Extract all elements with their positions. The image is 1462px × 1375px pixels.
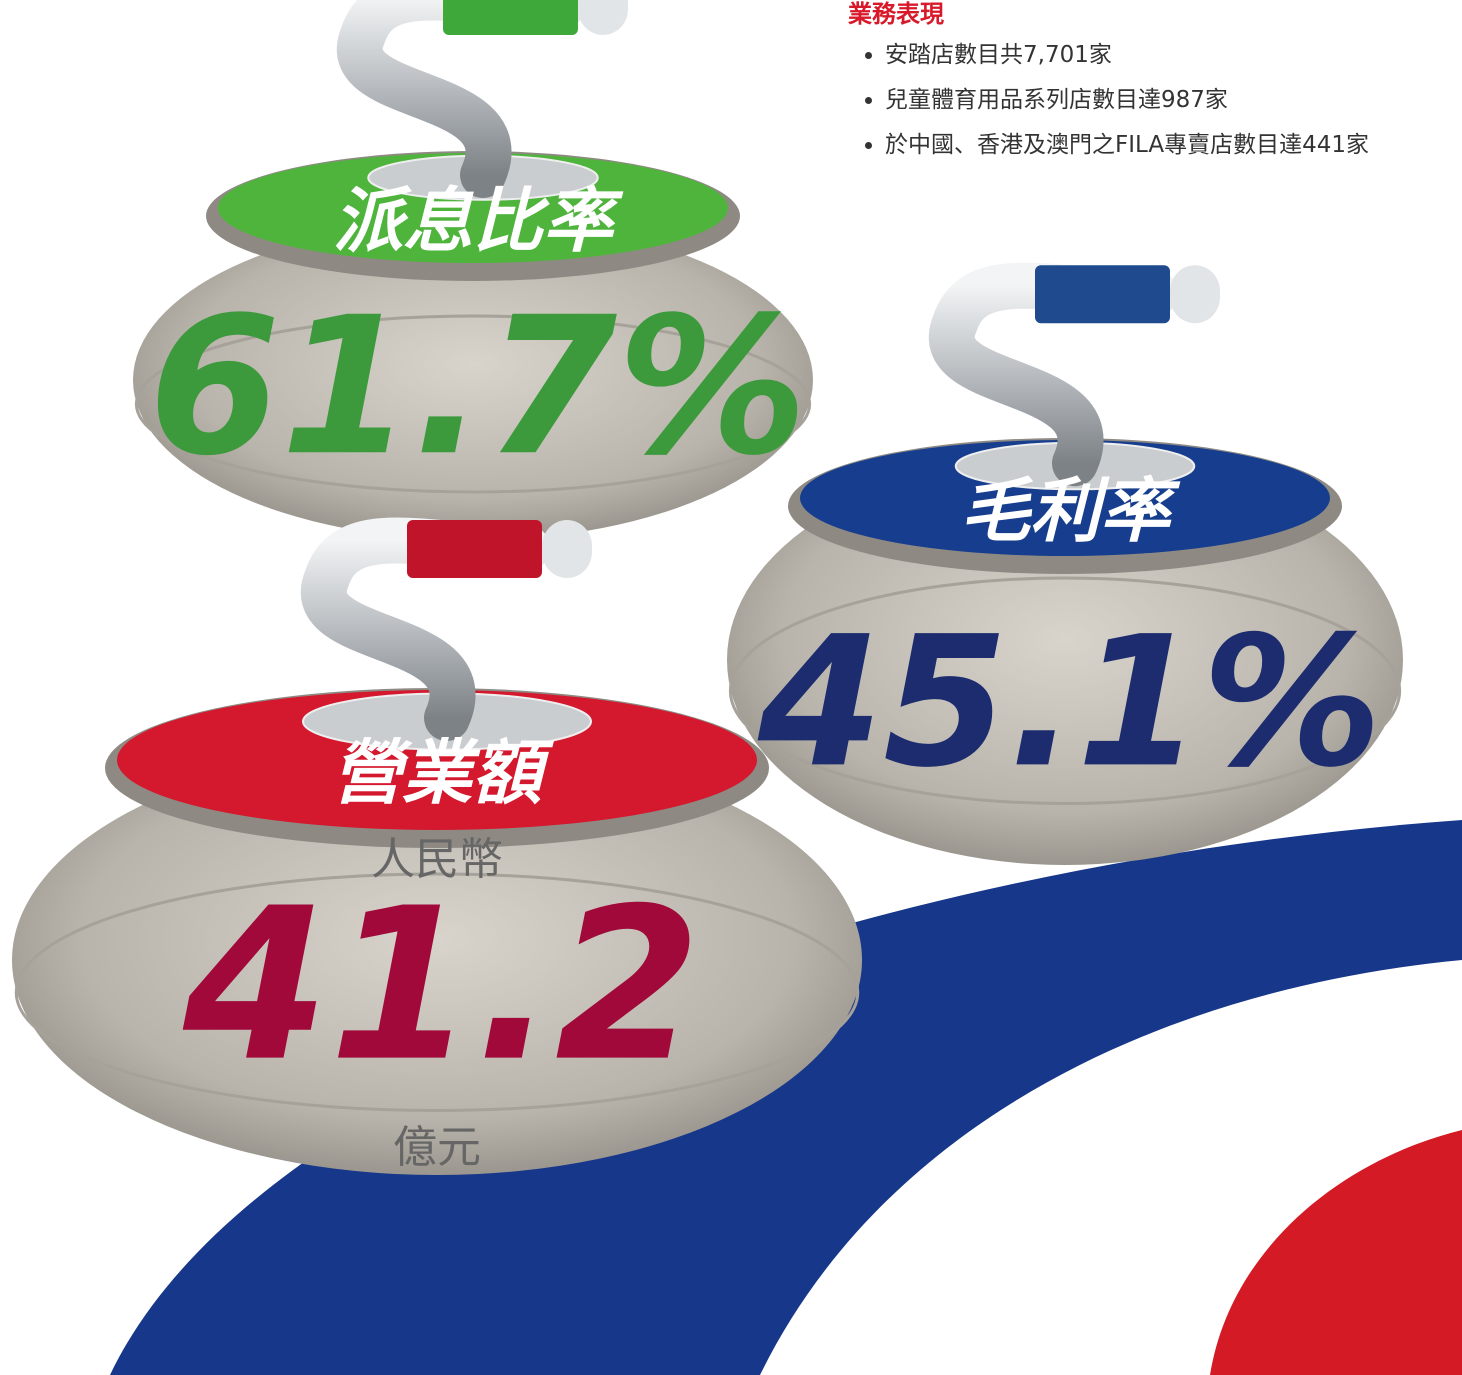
handle-grip [407,520,542,578]
stone-value: 41.2 [182,863,701,1108]
bullet: 兒童體育用品系列店數目達987家 [885,80,1369,114]
artwork: 派息比率61.7%毛利率45.1%營業額人民幣41.2億元 [0,0,1462,1375]
handle-end [542,520,592,578]
value-suffix: 億元 [393,1122,481,1173]
stone-label: 營業額 [332,732,555,814]
info-title: 業務表現 [848,0,1369,29]
stone-value: 45.1% [757,598,1382,807]
stone-label: 毛利率 [960,470,1181,552]
bullet-list: 安踏店數目共7,701家兒童體育用品系列店數目達987家於中國、香港及澳門之FI… [848,35,1369,159]
bullet: 於中國、香港及澳門之FILA專賣店數目達441家 [885,125,1369,159]
bullet: 安踏店數目共7,701家 [885,35,1369,69]
handle-grip [443,0,578,35]
page: 派息比率61.7%毛利率45.1%營業額人民幣41.2億元 業務表現 安踏店數目… [0,0,1462,1375]
handle-end [578,0,628,35]
handle-grip [1035,265,1170,323]
stone-label: 派息比率 [333,180,624,262]
red-swoosh [1210,1130,1462,1375]
info-panel: 業務表現 安踏店數目共7,701家兒童體育用品系列店數目達987家於中國、香港及… [848,0,1369,170]
handle-end [1170,265,1220,323]
curling-stone: 派息比率 61.7% [133,0,813,540]
stone-value: 61.7% [148,276,807,497]
curling-stone: 毛利率 45.1% [727,265,1403,865]
